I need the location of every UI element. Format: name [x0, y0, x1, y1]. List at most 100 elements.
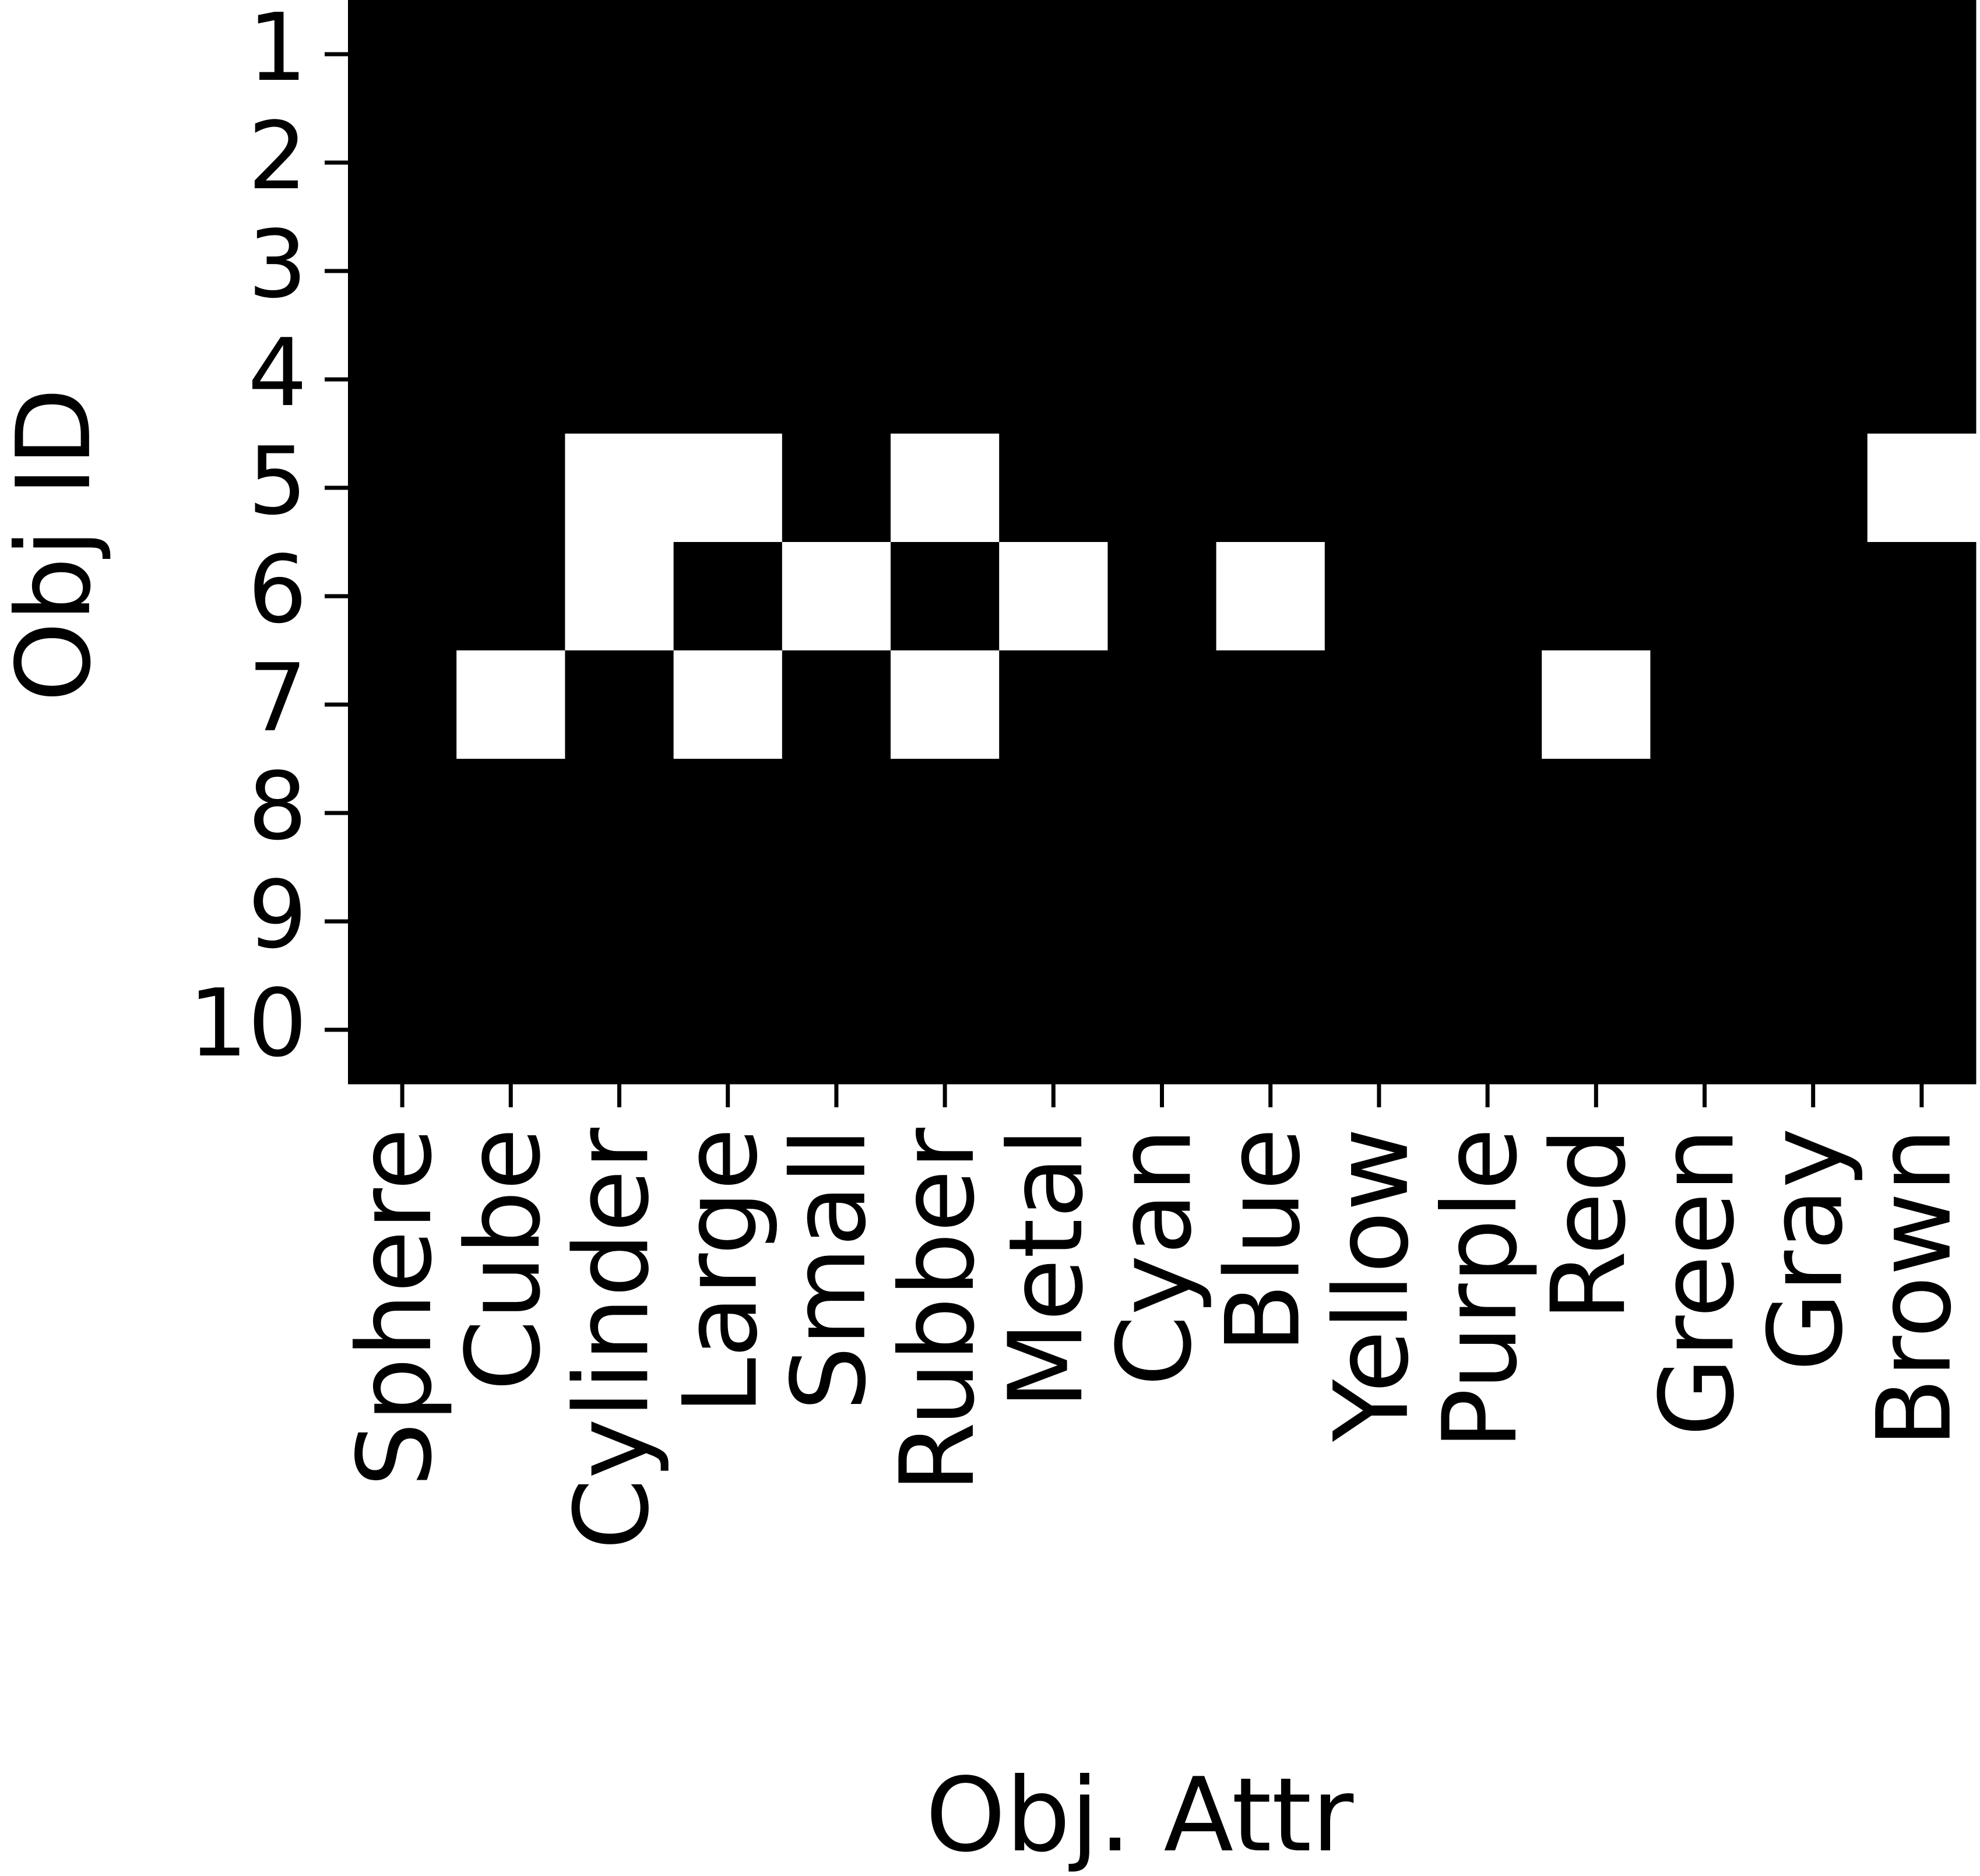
- heatmap-cell: [1759, 542, 1868, 651]
- heatmap-cell: [565, 108, 674, 217]
- heatmap-cell: [1216, 759, 1325, 868]
- heatmap-cell: [1759, 650, 1868, 759]
- heatmap-cell: [1867, 434, 1977, 543]
- heatmap-cell: [673, 217, 783, 326]
- heatmap-cell: [1107, 325, 1217, 434]
- heatmap-cell: [348, 542, 457, 651]
- x-tick-label: Rubber: [879, 1128, 997, 1493]
- heatmap-cell: [782, 0, 891, 109]
- x-tick-label: Sphere: [336, 1128, 455, 1487]
- y-tick-label: 1: [248, 0, 307, 102]
- heatmap-cell: [1216, 325, 1325, 434]
- heatmap-cell: [1542, 542, 1651, 651]
- heatmap-cell: [999, 542, 1108, 651]
- y-tick-label: 5: [248, 427, 307, 536]
- heatmap-cell: [1433, 542, 1542, 651]
- y-tick-label: 7: [248, 643, 307, 752]
- x-tick-label: Gray: [1747, 1128, 1866, 1371]
- y-tick-label: 9: [248, 860, 307, 969]
- heatmap-cell: [999, 867, 1108, 976]
- heatmap-cell: [1650, 976, 1760, 1085]
- x-tick-label: Blue: [1205, 1128, 1323, 1353]
- heatmap-cell: [348, 976, 457, 1085]
- x-tick-label: Large: [662, 1128, 780, 1414]
- heatmap-cell: [1759, 759, 1868, 868]
- heatmap-cell: [1542, 650, 1651, 759]
- heatmap-cell: [1324, 976, 1434, 1085]
- heatmap-cell: [348, 108, 457, 217]
- heatmap-cell: [1433, 650, 1542, 759]
- heatmap-cell: [782, 325, 891, 434]
- heatmap-cell: [1107, 542, 1217, 651]
- heatmap-cell: [891, 325, 1000, 434]
- heatmap-cell: [1216, 434, 1325, 543]
- heatmap-cell: [999, 217, 1108, 326]
- heatmap-cell: [1433, 867, 1542, 976]
- heatmap-cell: [782, 759, 891, 868]
- heatmap-cell: [1650, 867, 1760, 976]
- heatmap-cell: [1759, 325, 1868, 434]
- heatmap-cell: [1216, 108, 1325, 217]
- heatmap-cell: [348, 867, 457, 976]
- heatmap-cell: [1759, 217, 1868, 326]
- heatmap-cell: [1216, 867, 1325, 976]
- heatmap-cell: [1107, 759, 1217, 868]
- heatmap-cell: [1107, 0, 1217, 109]
- heatmap-cell: [782, 976, 891, 1085]
- heatmap-cell: [891, 759, 1000, 868]
- heatmap-cell: [1650, 759, 1760, 868]
- heatmap-cell: [1650, 0, 1760, 109]
- heatmap-cell: [999, 0, 1108, 109]
- heatmap-cell: [1759, 0, 1868, 109]
- heatmap-cell: [456, 867, 565, 976]
- heatmap-cell: [348, 217, 457, 326]
- heatmap-cell: [1867, 108, 1977, 217]
- heatmap-cell: [1650, 542, 1760, 651]
- heatmap-cell: [782, 867, 891, 976]
- heatmap-cell: [1216, 0, 1325, 109]
- heatmap-cell: [891, 434, 1000, 543]
- heatmap-cell: [673, 108, 783, 217]
- heatmap-cell: [348, 434, 457, 543]
- heatmap-cell: [1867, 325, 1977, 434]
- x-tick-label: Yellow: [1313, 1128, 1432, 1442]
- heatmap-cell: [1107, 217, 1217, 326]
- heatmap-cell: [1867, 867, 1977, 976]
- heatmap-cell: [456, 650, 565, 759]
- heatmap-cell: [456, 759, 565, 868]
- heatmap-cell: [1867, 542, 1977, 651]
- heatmap-cell: [673, 759, 783, 868]
- heatmap-cell: [1216, 217, 1325, 326]
- heatmap-cell: [1433, 108, 1542, 217]
- heatmap-cell: [1542, 217, 1651, 326]
- heatmap-cell: [348, 759, 457, 868]
- heatmap-cell: [456, 434, 565, 543]
- heatmap-cell: [891, 650, 1000, 759]
- heatmap-cell: [1216, 976, 1325, 1085]
- heatmap-cell: [565, 976, 674, 1085]
- heatmap-cell: [1867, 0, 1977, 109]
- heatmap-cell: [1542, 108, 1651, 217]
- x-axis: SphereCubeCylinderLargeSmallRubberMetalC…: [336, 1084, 1974, 1550]
- heatmap-cell: [1542, 0, 1651, 109]
- heatmap-cell: [1324, 759, 1434, 868]
- x-tick-label: Cylinder: [553, 1128, 671, 1550]
- heatmap-cell: [1650, 650, 1760, 759]
- heatmap-cell: [782, 108, 891, 217]
- heatmap-cell: [1542, 867, 1651, 976]
- heatmap-cell: [1433, 759, 1542, 868]
- heatmap-cell: [1324, 867, 1434, 976]
- y-tick-label: 8: [248, 752, 307, 861]
- heatmap-cell: [1324, 542, 1434, 651]
- x-tick-label: Red: [1530, 1128, 1648, 1321]
- heatmap-cell: [1433, 976, 1542, 1085]
- heatmap-cell: [1867, 217, 1977, 326]
- x-tick-label: Cube: [445, 1128, 563, 1391]
- heatmap-cell: [348, 650, 457, 759]
- heatmap-cell: [1759, 976, 1868, 1085]
- heatmap-cell: [1433, 434, 1542, 543]
- heatmap-cell: [673, 325, 783, 434]
- heatmap-cell: [1759, 108, 1868, 217]
